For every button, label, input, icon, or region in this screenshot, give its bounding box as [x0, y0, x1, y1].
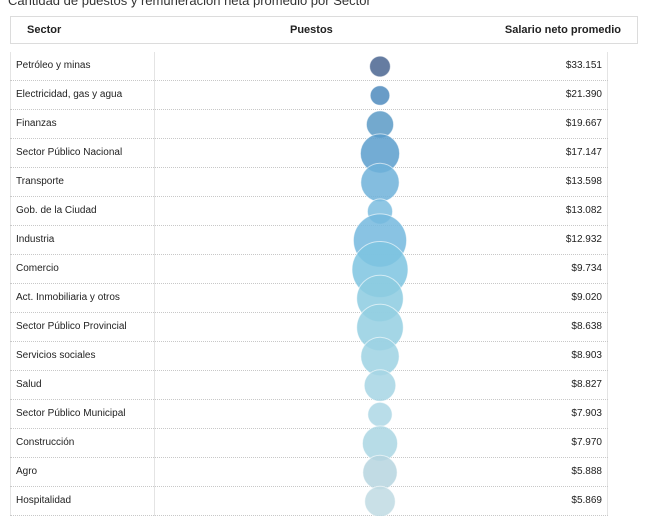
table-row: Comercio $9.734 [10, 255, 608, 284]
salary-value: $33.151 [565, 60, 602, 71]
sector-cell: Act. Inmobiliaria y otros [10, 284, 155, 313]
salary-value: $8.638 [571, 321, 602, 332]
table-row: Electricidad, gas y agua $21.390 [10, 81, 608, 110]
salary-value: $9.020 [571, 292, 602, 303]
header-salario: Salario neto promedio [504, 24, 621, 36]
table-border-right [607, 52, 608, 516]
sector-cell: Salud [10, 371, 155, 400]
table-row: Sector Público Provincial $8.638 [10, 313, 608, 342]
table-row: Sector Público Municipal $7.903 [10, 400, 608, 429]
sector-label: Salud [16, 379, 42, 390]
sector-label: Comercio [16, 263, 59, 274]
sector-cell: Agro [10, 458, 155, 487]
sector-cell: Servicios sociales [10, 342, 155, 371]
sector-label: Servicios sociales [16, 350, 96, 361]
salary-value: $5.869 [571, 495, 602, 506]
salary-value: $19.667 [565, 118, 602, 129]
sector-cell: Petróleo y minas [10, 52, 155, 81]
sector-cell: Construcción [10, 429, 155, 458]
salary-value: $7.970 [571, 437, 602, 448]
sector-cell: Sector Público Municipal [10, 400, 155, 429]
header-puestos: Puestos [290, 24, 333, 36]
salary-value: $21.390 [565, 89, 602, 100]
table-header: Sector Puestos Salario neto promedio [10, 16, 638, 44]
header-sector: Sector [27, 24, 62, 36]
table-row: Construcción $7.970 [10, 429, 608, 458]
sector-cell: Transporte [10, 168, 155, 197]
sector-cell: Gob. de la Ciudad [10, 197, 155, 226]
sector-cell: Industria [10, 226, 155, 255]
salary-value: $17.147 [565, 147, 602, 158]
table-row: Act. Inmobiliaria y otros $9.020 [10, 284, 608, 313]
table-row: Transporte $13.598 [10, 168, 608, 197]
table-border-left [10, 52, 11, 516]
table-row: Agro $5.888 [10, 458, 608, 487]
salary-value: $12.932 [565, 234, 602, 245]
table-row: Salud $8.827 [10, 371, 608, 400]
table-row: Servicios sociales $8.903 [10, 342, 608, 371]
table-row: Sector Público Nacional $17.147 [10, 139, 608, 168]
sector-label: Electricidad, gas y agua [16, 89, 123, 100]
table-row: Finanzas $19.667 [10, 110, 608, 139]
salary-value: $8.827 [571, 379, 602, 390]
sector-cell: Finanzas [10, 110, 155, 139]
table-row: Gob. de la Ciudad $13.082 [10, 197, 608, 226]
sector-label: Hospitalidad [16, 495, 72, 506]
salary-value: $9.734 [571, 263, 602, 274]
sector-table: Petróleo y minas $33.151 Electricidad, gas… [10, 52, 608, 516]
sector-label: Petróleo y minas [16, 60, 91, 71]
sector-label: Construcción [16, 437, 75, 448]
sector-cell: Sector Público Nacional [10, 139, 155, 168]
sector-cell: Comercio [10, 255, 155, 284]
sector-cell: Hospitalidad [10, 487, 155, 516]
table-row: Industria $12.932 [10, 226, 608, 255]
sector-label: Gob. de la Ciudad [16, 205, 97, 216]
sector-label: Act. Inmobiliaria y otros [16, 292, 120, 303]
sector-label: Agro [16, 466, 38, 477]
salary-value: $13.598 [565, 176, 602, 187]
table-row: Petróleo y minas $33.151 [10, 52, 608, 81]
chart-title: Cantidad de puestos y remuneración neta … [8, 0, 371, 8]
sector-label: Transporte [16, 176, 64, 187]
sector-label: Finanzas [16, 118, 57, 129]
sector-label: Industria [16, 234, 55, 245]
salary-value: $8.903 [571, 350, 602, 361]
salary-value: $7.903 [571, 408, 602, 419]
table-row: Hospitalidad $5.869 [10, 487, 608, 516]
salary-value: $5.888 [571, 466, 602, 477]
sector-label: Sector Público Provincial [16, 321, 127, 332]
sector-cell: Sector Público Provincial [10, 313, 155, 342]
salary-value: $13.082 [565, 205, 602, 216]
sector-cell: Electricidad, gas y agua [10, 81, 155, 110]
sector-label: Sector Público Municipal [16, 408, 126, 419]
sector-label: Sector Público Nacional [16, 147, 123, 158]
